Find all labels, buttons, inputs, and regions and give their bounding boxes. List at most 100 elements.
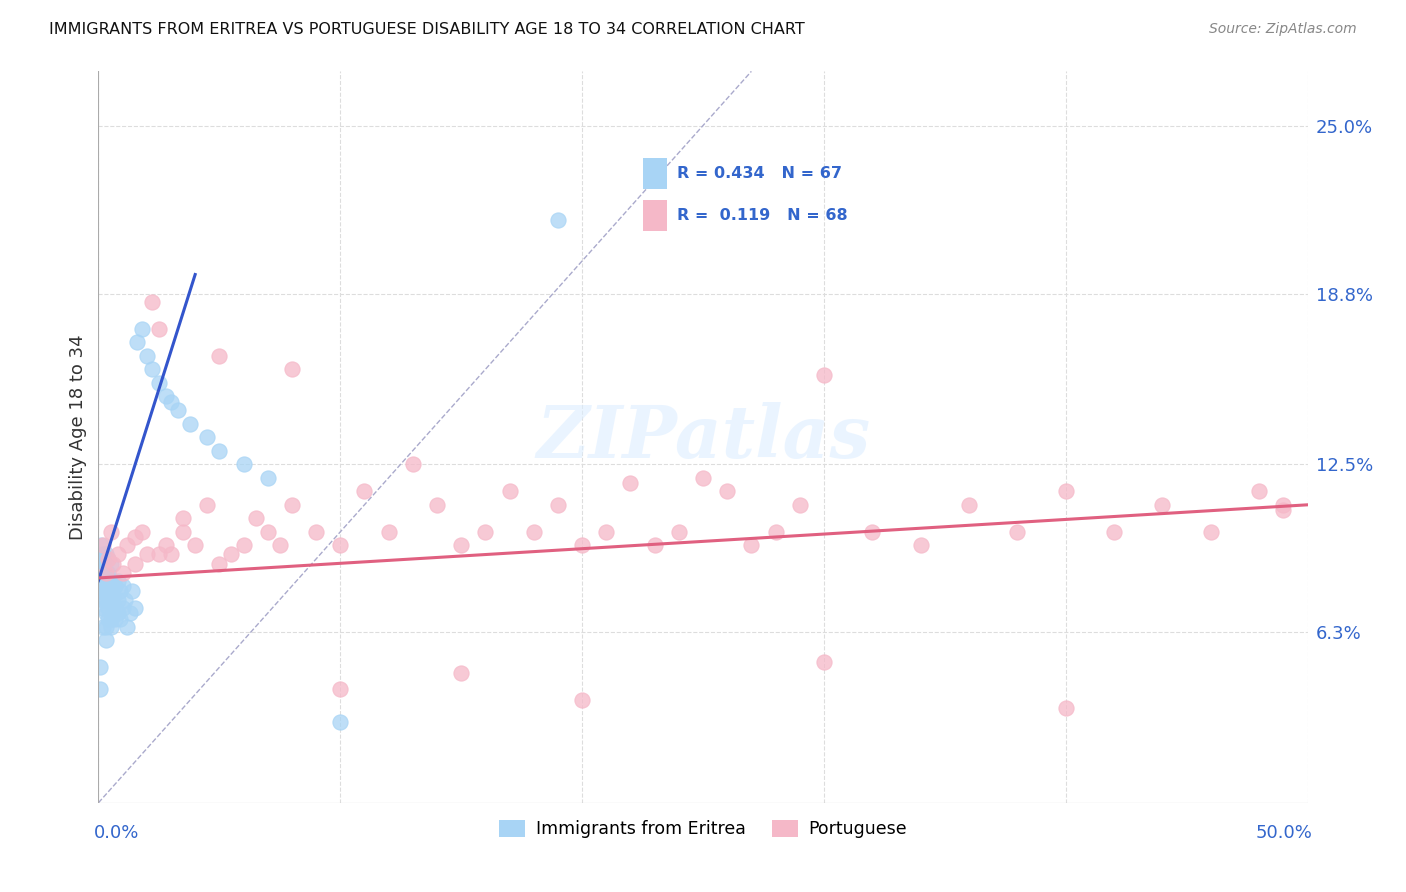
- Point: [100, 524, 122, 539]
- Point: [155, 389, 177, 403]
- Point: [353, 484, 375, 499]
- Point: [94, 579, 117, 593]
- Point: [91, 600, 114, 615]
- Point: [740, 538, 762, 552]
- Point: [91, 558, 114, 572]
- Point: [195, 498, 218, 512]
- Point: [789, 498, 811, 512]
- Point: [97, 566, 120, 580]
- Point: [498, 484, 520, 499]
- Point: [232, 457, 254, 471]
- Point: [111, 600, 134, 615]
- Point: [100, 620, 122, 634]
- Point: [1272, 498, 1295, 512]
- Point: [450, 538, 472, 552]
- Point: [595, 524, 617, 539]
- Point: [118, 606, 141, 620]
- Point: [94, 606, 117, 620]
- Point: [97, 611, 120, 625]
- Point: [91, 620, 114, 634]
- Point: [93, 558, 115, 572]
- Text: 50.0%: 50.0%: [1256, 824, 1312, 842]
- Point: [93, 582, 115, 596]
- Point: [148, 547, 170, 561]
- Point: [108, 611, 131, 625]
- Point: [208, 443, 231, 458]
- Point: [94, 633, 117, 648]
- Point: [1199, 524, 1222, 539]
- Point: [135, 547, 157, 561]
- Point: [167, 403, 190, 417]
- Point: [269, 538, 291, 552]
- Point: [111, 579, 134, 593]
- Point: [97, 552, 120, 566]
- Point: [90, 574, 112, 588]
- Point: [160, 395, 183, 409]
- Point: [547, 498, 569, 512]
- Point: [208, 349, 231, 363]
- Point: [91, 566, 114, 580]
- Point: [474, 524, 496, 539]
- Point: [716, 484, 738, 499]
- Point: [91, 592, 114, 607]
- Point: [619, 476, 641, 491]
- Point: [100, 558, 122, 572]
- Text: IMMIGRANTS FROM ERITREA VS PORTUGUESE DISABILITY AGE 18 TO 34 CORRELATION CHART: IMMIGRANTS FROM ERITREA VS PORTUGUESE DI…: [49, 22, 806, 37]
- Point: [94, 620, 117, 634]
- Point: [547, 213, 569, 227]
- Point: [94, 592, 117, 607]
- Point: [957, 498, 980, 512]
- Point: [94, 547, 117, 561]
- Point: [765, 524, 787, 539]
- Point: [117, 538, 139, 552]
- Point: [91, 579, 114, 593]
- Point: [131, 524, 153, 539]
- Point: [148, 322, 170, 336]
- Text: ZIPatlas: ZIPatlas: [536, 401, 870, 473]
- Point: [281, 498, 304, 512]
- Point: [232, 538, 254, 552]
- Point: [114, 592, 136, 607]
- Text: 0.0%: 0.0%: [94, 824, 139, 842]
- Point: [813, 368, 835, 382]
- Point: [100, 592, 122, 607]
- Point: [329, 681, 352, 696]
- Point: [94, 566, 117, 580]
- Point: [100, 574, 122, 588]
- Point: [910, 538, 932, 552]
- Point: [90, 584, 112, 599]
- Point: [90, 552, 112, 566]
- Point: [1249, 484, 1271, 499]
- Point: [141, 294, 163, 309]
- Point: [124, 558, 146, 572]
- Point: [104, 600, 127, 615]
- Legend: Immigrants from Eritrea, Portuguese: Immigrants from Eritrea, Portuguese: [492, 813, 914, 846]
- Text: R = 0.434   N = 67: R = 0.434 N = 67: [676, 166, 842, 181]
- Point: [108, 584, 131, 599]
- Point: [101, 590, 124, 604]
- Point: [668, 524, 690, 539]
- Point: [91, 547, 114, 561]
- Point: [107, 592, 129, 607]
- Point: [89, 681, 111, 696]
- Point: [644, 538, 666, 552]
- Point: [450, 665, 472, 680]
- Point: [426, 498, 449, 512]
- Point: [329, 538, 352, 552]
- Point: [124, 600, 146, 615]
- Point: [172, 511, 194, 525]
- Point: [131, 322, 153, 336]
- Point: [124, 530, 146, 544]
- Point: [97, 592, 120, 607]
- Point: [1152, 498, 1174, 512]
- Point: [127, 335, 149, 350]
- Point: [107, 606, 129, 620]
- Point: [329, 714, 352, 729]
- Point: [1054, 484, 1077, 499]
- Point: [100, 584, 122, 599]
- Point: [107, 547, 129, 561]
- Point: [155, 538, 177, 552]
- Point: [94, 566, 117, 580]
- Point: [100, 611, 122, 625]
- Point: [101, 574, 124, 588]
